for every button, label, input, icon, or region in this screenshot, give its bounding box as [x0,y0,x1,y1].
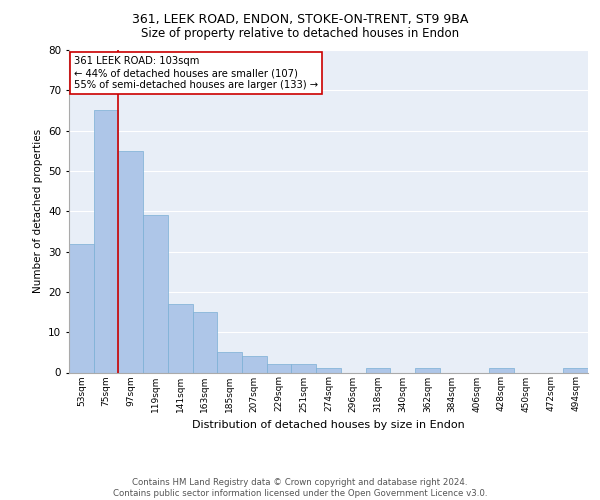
Bar [118,151,143,372]
Bar [316,368,341,372]
Text: Size of property relative to detached houses in Endon: Size of property relative to detached ho… [141,28,459,40]
Bar [292,364,316,372]
Bar [415,368,440,372]
Bar [365,368,390,372]
Bar [563,368,588,372]
Bar [217,352,242,372]
Text: 361 LEEK ROAD: 103sqm
← 44% of detached houses are smaller (107)
55% of semi-det: 361 LEEK ROAD: 103sqm ← 44% of detached … [74,56,319,90]
Y-axis label: Number of detached properties: Number of detached properties [32,129,43,294]
Text: Contains HM Land Registry data © Crown copyright and database right 2024.
Contai: Contains HM Land Registry data © Crown c… [113,478,487,498]
Bar [168,304,193,372]
Bar [69,244,94,372]
Text: 361, LEEK ROAD, ENDON, STOKE-ON-TRENT, ST9 9BA: 361, LEEK ROAD, ENDON, STOKE-ON-TRENT, S… [132,12,468,26]
Bar [193,312,217,372]
Bar [267,364,292,372]
Bar [143,216,168,372]
Bar [242,356,267,372]
X-axis label: Distribution of detached houses by size in Endon: Distribution of detached houses by size … [192,420,465,430]
Bar [489,368,514,372]
Bar [94,110,118,372]
